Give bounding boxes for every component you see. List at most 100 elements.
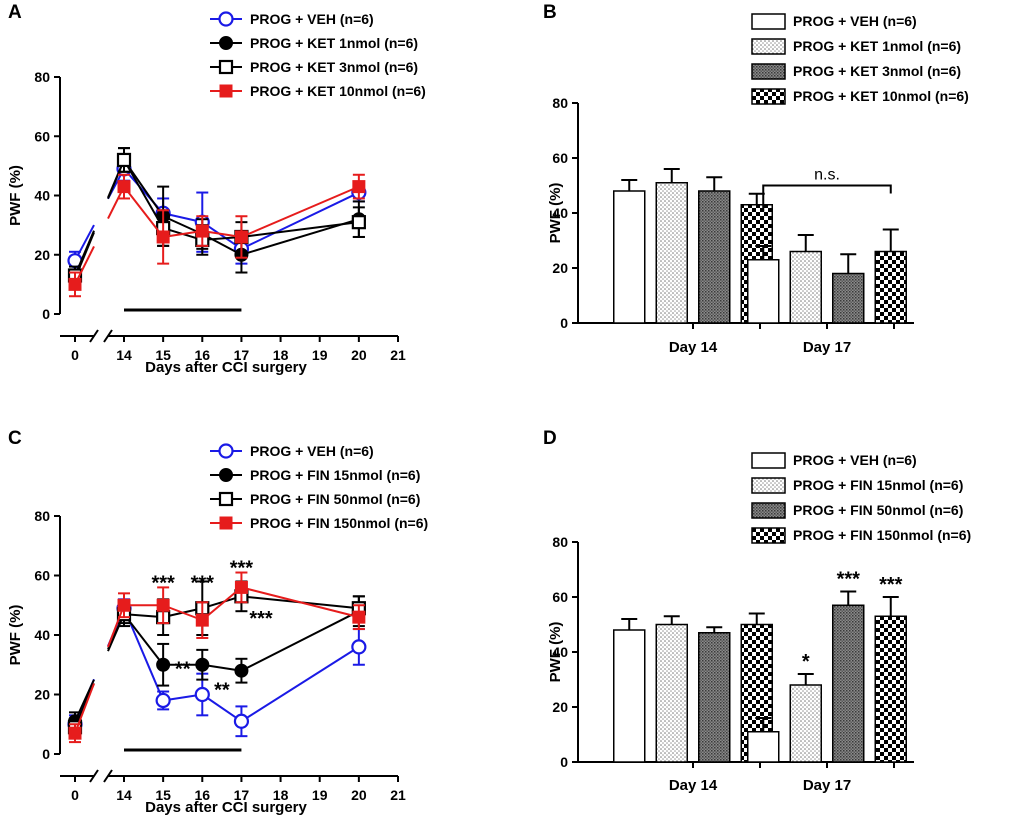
series-3 <box>68 571 366 744</box>
series-line <box>123 185 164 238</box>
legend-label: PROG + KET 3nmol (n=6) <box>250 59 418 75</box>
series-line <box>74 679 95 722</box>
y-tick-label: 40 <box>34 188 50 204</box>
legend-label: PROG + FIN 50nmol (n=6) <box>793 502 963 518</box>
legend-label: PROG + VEH (n=6) <box>250 11 374 27</box>
bar <box>832 604 865 763</box>
y-tick-label: 0 <box>42 306 50 322</box>
axis-break <box>89 329 99 343</box>
legend-swatch <box>751 13 786 30</box>
series-line <box>123 613 164 666</box>
data-point <box>156 230 170 244</box>
x-tick-label: 20 <box>351 347 367 363</box>
series-line <box>74 683 95 734</box>
category-label: Day 17 <box>803 777 851 794</box>
y-tick-label: 40 <box>552 644 568 660</box>
category-label: Day 17 <box>803 339 851 356</box>
y-tick-label: 60 <box>34 568 50 584</box>
significance-label: *** <box>191 572 215 594</box>
x-tick-label: 20 <box>351 787 367 803</box>
series-line <box>201 221 242 250</box>
data-point <box>219 516 233 530</box>
category-label: Day 14 <box>669 777 718 794</box>
x-tick-label: 21 <box>390 347 406 363</box>
data-point <box>218 491 234 507</box>
x-tick-label: 14 <box>116 347 132 363</box>
series-line <box>202 230 242 238</box>
bar <box>789 250 822 324</box>
y-tick-label: 80 <box>34 508 50 524</box>
y-tick-label: 60 <box>552 589 568 605</box>
data-point <box>117 180 131 194</box>
x-tick-label: 16 <box>194 787 210 803</box>
bar <box>613 629 646 763</box>
series-0 <box>67 155 367 271</box>
legend-swatch <box>751 38 786 55</box>
legend-label: PROG + KET 3nmol (n=6) <box>793 63 961 79</box>
x-tick-label: 19 <box>312 787 328 803</box>
data-point <box>156 657 171 672</box>
x-axis-title: Days after CCI surgery <box>145 799 307 816</box>
legend-label: PROG + KET 1nmol (n=6) <box>793 38 961 54</box>
legend-label: PROG + FIN 15nmol (n=6) <box>793 477 963 493</box>
legend-label: PROG + FIN 150nmol (n=6) <box>250 515 428 531</box>
panel-b: B 0 20 40 60 80 PWF (%) Day 14 Day 17 n.s. PROG + … <box>543 2 969 356</box>
series-line <box>240 646 360 723</box>
data-point <box>219 36 233 50</box>
ns-label: n.s. <box>814 167 840 184</box>
series-line <box>241 586 360 619</box>
data-point <box>234 663 249 678</box>
data-point <box>233 713 250 729</box>
data-point <box>155 692 171 709</box>
series-1 <box>68 147 366 289</box>
bar <box>789 684 822 763</box>
bar <box>747 259 780 324</box>
bar <box>655 182 688 324</box>
significance-label: *** <box>837 569 861 591</box>
significance-label: ** <box>175 659 191 681</box>
y-axis-title: PWF (%) <box>7 165 24 226</box>
series-line <box>162 604 203 622</box>
series-line <box>74 230 95 276</box>
series-line <box>241 221 359 238</box>
significance-label: *** <box>151 572 175 594</box>
y-axis-title: PWF (%) <box>547 622 564 683</box>
y-axis-title: PWF (%) <box>7 605 24 666</box>
legend-label: PROG + KET 1nmol (n=6) <box>250 35 418 51</box>
data-point <box>219 468 233 482</box>
data-point <box>219 84 233 98</box>
data-point <box>156 598 170 612</box>
series-line <box>240 191 360 250</box>
data-point <box>116 152 132 168</box>
significance-label: * <box>802 651 810 673</box>
ns-bracket <box>762 184 892 212</box>
data-point <box>218 443 234 459</box>
series-3 <box>68 173 366 298</box>
y-tick-label: 80 <box>552 95 568 111</box>
y-tick-label: 0 <box>560 754 568 770</box>
legend-label: PROG + VEH (n=6) <box>793 452 917 468</box>
x-tick-label: 16 <box>194 347 210 363</box>
legend-label: PROG + FIN 50nmol (n=6) <box>250 491 420 507</box>
series-line <box>201 693 242 723</box>
panel-letter: C <box>8 428 22 449</box>
y-tick-label: 20 <box>34 687 50 703</box>
y-tick-label: 40 <box>34 627 50 643</box>
data-point <box>351 639 367 655</box>
significance-label: *** <box>230 558 254 580</box>
bar <box>698 632 731 763</box>
data-point <box>195 657 210 672</box>
bar <box>874 615 907 763</box>
series-line <box>201 586 243 621</box>
panel-letter: D <box>543 428 557 449</box>
legend-label: PROG + FIN 150nmol (n=6) <box>793 527 971 543</box>
axis-break <box>103 769 113 783</box>
data-point <box>234 580 248 594</box>
axis-break <box>89 769 99 783</box>
x-tick-label: 14 <box>116 787 132 803</box>
category-label: Day 14 <box>669 339 718 356</box>
legend-swatch <box>751 502 786 519</box>
significance-label: *** <box>879 574 903 596</box>
